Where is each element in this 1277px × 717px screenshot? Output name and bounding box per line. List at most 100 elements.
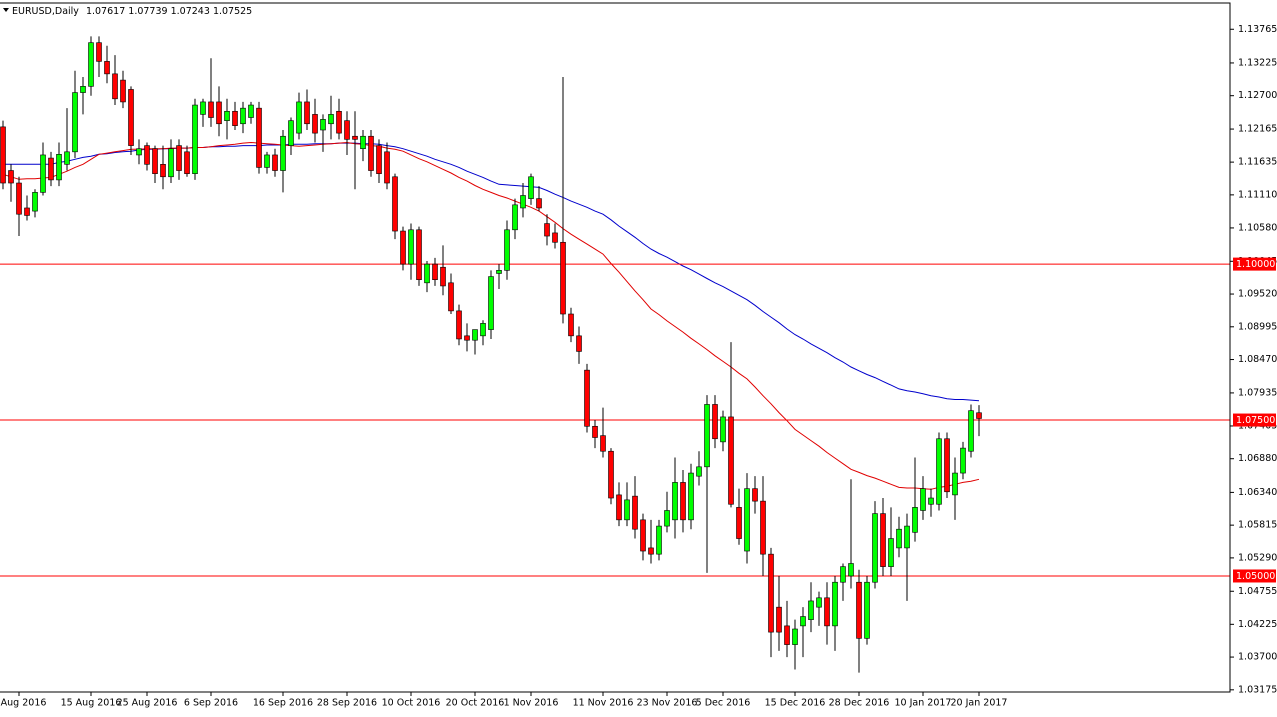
candle-body	[280, 135, 286, 171]
candle-body	[352, 135, 358, 140]
candle-body	[64, 151, 70, 165]
candle-body	[528, 176, 534, 199]
y-tick-label: 1.06340	[1238, 487, 1277, 498]
candle-body	[800, 616, 806, 627]
candle-body	[416, 229, 422, 280]
candle-body	[584, 369, 590, 427]
candle-body	[904, 525, 910, 549]
candle-body	[824, 597, 830, 627]
candle-body	[400, 230, 406, 265]
candle-body	[360, 135, 366, 150]
candle-body	[880, 513, 886, 567]
candle-body	[464, 335, 470, 341]
header-icon	[3, 8, 9, 12]
candle-body	[688, 472, 694, 521]
candle-body	[832, 581, 838, 627]
x-tick-label: 28 Sep 2016	[317, 698, 377, 709]
candle-body	[0, 126, 6, 184]
candle-body	[744, 488, 750, 552]
candle-body	[680, 482, 686, 521]
x-tick-label: 23 Nov 2016	[637, 698, 698, 709]
candle-body	[960, 447, 966, 474]
candle-body	[408, 229, 414, 265]
candle-body	[496, 270, 502, 274]
candle-body	[384, 151, 390, 184]
candle-body	[896, 528, 902, 549]
x-tick-label: 10 Jan 2017	[895, 698, 952, 709]
y-tick-label: 1.11635	[1238, 157, 1277, 168]
candle-body	[856, 581, 862, 639]
candle-body	[56, 154, 62, 181]
candle-body	[888, 538, 894, 567]
candle-body	[736, 507, 742, 539]
candle-body	[368, 135, 374, 171]
x-tick-label: 6 Sep 2016	[184, 698, 238, 709]
candle-body	[328, 114, 334, 125]
candle-body	[488, 276, 494, 330]
x-tick-label: 11 Nov 2016	[573, 698, 634, 709]
candle-body	[88, 42, 94, 87]
level-tag	[1233, 569, 1276, 583]
y-tick-label: 1.03700	[1238, 652, 1277, 663]
candle-body	[32, 192, 38, 212]
candle-body	[752, 488, 758, 502]
candle-body	[320, 119, 326, 131]
candle-body	[256, 107, 262, 168]
candle-body	[16, 182, 22, 215]
candle-body	[80, 86, 86, 93]
y-tick-label: 1.03175	[1238, 684, 1277, 695]
y-tick-label: 1.10580	[1238, 222, 1277, 233]
candle-body	[432, 263, 438, 280]
candle-body	[920, 488, 926, 511]
level-tag	[1233, 257, 1276, 271]
candle-body	[608, 450, 614, 499]
plot-frame	[0, 2, 1231, 693]
candle-body	[312, 114, 318, 134]
candle-body	[168, 148, 174, 178]
candle-body	[720, 416, 726, 443]
x-tick-label: 1 Nov 2016	[504, 698, 559, 709]
candle-body	[808, 600, 814, 620]
x-tick-label: 20 Oct 2016	[446, 698, 505, 709]
candle-body	[600, 435, 606, 452]
y-tick-label: 1.06880	[1238, 453, 1277, 464]
candle-body	[664, 510, 670, 527]
x-tick-label: 16 Sep 2016	[253, 698, 313, 709]
candle-body	[240, 107, 246, 125]
candle-body	[424, 263, 430, 284]
candle-body	[576, 335, 582, 352]
candle-body	[928, 497, 934, 505]
candle-body	[784, 625, 790, 645]
moving-average	[2, 141, 980, 490]
candle-body	[456, 310, 462, 340]
x-tick-label: 15 Dec 2016	[765, 698, 826, 709]
x-tick-label: 5 Dec 2016	[696, 698, 751, 709]
candle-body	[872, 513, 878, 583]
level-label: 1.05000	[1236, 571, 1275, 582]
candle-body	[848, 563, 854, 577]
candle-body	[224, 110, 230, 121]
candle-body	[768, 553, 774, 633]
candle-body	[208, 101, 214, 118]
y-tick-label: 1.08470	[1238, 354, 1277, 365]
candle-body	[144, 145, 150, 165]
candle-body	[128, 89, 134, 146]
candle-body	[704, 404, 710, 468]
candle-body	[344, 120, 350, 140]
y-tick-label: 1.05290	[1238, 552, 1277, 563]
header: EURUSD,Daily 1.07617 1.07739 1.07243 1.0…	[12, 6, 252, 17]
y-tick-label: 1.07935	[1238, 387, 1277, 398]
y-tick-label: 1.05815	[1238, 520, 1277, 531]
symbol: EURUSD,Daily	[12, 6, 79, 17]
candle-body	[616, 494, 622, 521]
y-tick-label: 1.11110	[1238, 189, 1277, 200]
candle-body	[104, 61, 110, 75]
x-tick-label: 15 Aug 2016	[61, 698, 122, 709]
candle-body	[936, 438, 942, 505]
candle-body	[544, 223, 550, 237]
x-tick-label: 3 Aug 2016	[0, 698, 46, 709]
candle-body	[816, 597, 822, 608]
candle-body	[272, 154, 278, 171]
candle-body	[176, 145, 182, 171]
